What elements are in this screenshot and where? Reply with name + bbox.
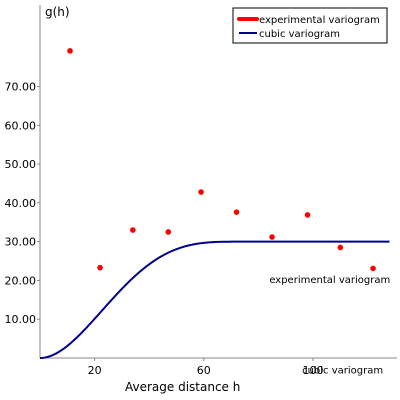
x-tick-label: 60 [197,364,211,377]
data-point-experimental [67,48,73,54]
legend-label-experimental: experimental variogram [259,15,380,26]
series-group [39,48,390,359]
x-tick-label: 20 [88,364,102,377]
y-tick-label: 70.00 [5,81,37,94]
chart-annotation: experimental variogram [269,275,390,286]
y-tick-label: 10.00 [5,313,37,326]
data-point-experimental [304,212,311,218]
y-tick-label: 40.00 [5,197,37,210]
ticks-group: 10.00 20.00 30.00 40.00 50.00 60.00 70.00 20 60 1… [5,81,324,377]
y-tick-label: 20.00 [5,274,37,287]
x-axis-title: Average distance h [125,380,240,394]
data-point-experimental [233,209,240,215]
legend-label-cubic: cubic variogram [259,29,340,40]
data-point-experimental [97,264,103,271]
data-point-experimental [370,265,376,272]
annotations-group: experimental variogram cubic variogram [269,275,390,376]
x-tick-label: 100 [303,364,324,377]
data-point-experimental [130,227,136,233]
data-point-experimental [198,189,204,195]
data-point-experimental [165,229,172,235]
legend-box [232,7,388,44]
data-point-experimental [269,234,275,240]
series-line-cubic [39,240,390,359]
chart-annotation: cubic variogram [302,366,383,377]
y-tick-label: 50.00 [5,158,37,171]
y-tick-label: 60.00 [5,119,37,132]
legend: experimental variogram cubic variogram [232,7,388,44]
axes-group [39,5,397,359]
y-axis-title: g(h) [45,5,70,19]
data-point-experimental [337,244,344,251]
y-tick-label: 30.00 [5,236,37,249]
